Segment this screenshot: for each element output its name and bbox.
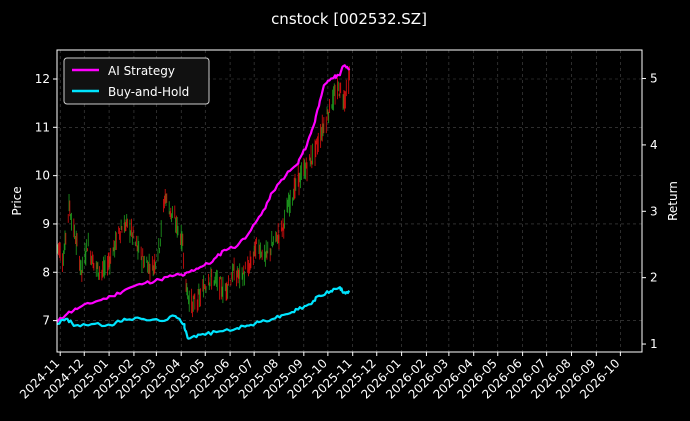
return-lines (56, 64, 351, 340)
legend-box (63, 57, 210, 105)
right-tick-label: 5 (650, 72, 658, 86)
chart-title: cnstock [002532.SZ] (271, 10, 427, 28)
right-tick-label: 1 (650, 337, 658, 351)
legend-label-buy-and-hold: Buy-and-Hold (108, 85, 189, 99)
plot-frame (56, 49, 643, 353)
right-tick-label: 3 (650, 204, 658, 218)
left-tick-label: 8 (42, 265, 50, 279)
right-axis: 1 2 3 4 5 (642, 72, 658, 351)
left-tick-label: 7 (42, 314, 50, 328)
series-line-buy-and-hold (56, 286, 351, 340)
y-axis-label-left: Price (10, 186, 24, 215)
left-tick-label: 12 (35, 72, 50, 86)
right-tick-label: 4 (650, 138, 658, 152)
left-tick-label: 9 (42, 217, 50, 231)
legend-label-ai-strategy: AI Strategy (108, 64, 175, 78)
left-tick-label: 11 (35, 120, 50, 134)
series-line-ai-strategy (56, 64, 351, 323)
right-tick-label: 2 (650, 271, 658, 285)
left-axis: 7 8 9 10 11 12 (35, 72, 57, 328)
left-tick-label: 10 (35, 169, 50, 183)
legend: AI Strategy Buy-and-Hold (63, 57, 210, 105)
y-axis-label-right: Return (666, 181, 680, 221)
price-candles (56, 66, 350, 318)
